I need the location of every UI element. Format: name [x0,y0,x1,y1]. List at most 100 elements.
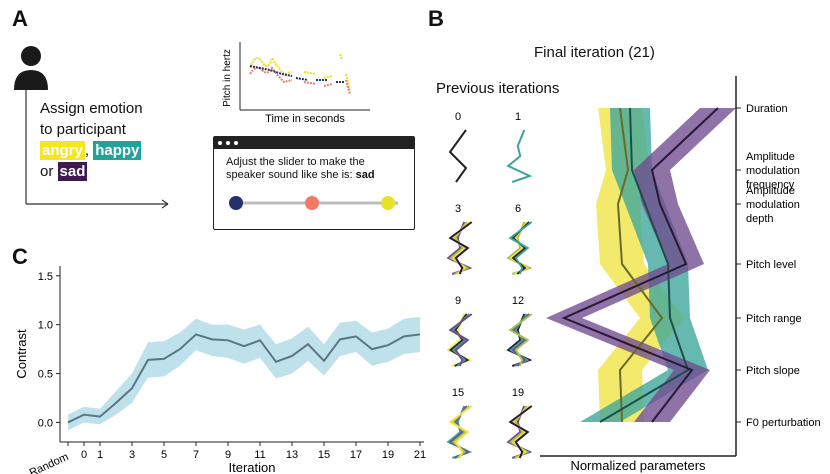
slider-knob-sad[interactable] [229,196,243,210]
iteration-label: 0 [455,111,461,123]
parameter-label: Pitch range [746,313,802,325]
iteration-label: 3 [455,203,461,215]
panel-letter-c: C [12,244,28,269]
participant-flow [14,46,169,209]
pitch-ylabel: Pitch in hertz [222,49,233,107]
mini-profile-line [508,313,533,367]
iteration-label: 9 [455,295,461,307]
parameter-label-line: F0 perturbation [746,417,821,429]
mini-profile-line [506,129,533,183]
emotion-sad: sad [57,162,88,181]
emotion-angry: angry [40,141,85,160]
slider-knob-happy[interactable] [305,196,319,210]
arrow-right-icon [161,199,169,209]
parameter-label-line: frequency [746,179,795,191]
assign-line-2: to participant [40,121,126,138]
line-angry [616,107,664,423]
slider-knob-angry[interactable] [381,196,395,210]
person-icon [14,46,48,90]
parameter-label-line: Amplitude [746,151,795,163]
pitch-contour-plot: Pitch in hertz Time in seconds [222,42,370,125]
y-tick-label: 1.0 [38,320,53,332]
x-tick-label: 17 [350,449,362,461]
y-axis-label: Contrast [14,329,29,379]
parameter-label-line: Pitch range [746,313,802,325]
slider-window: Adjust the slider to make the speaker so… [213,136,415,230]
parameter-label-line: modulation [746,199,800,211]
window-title-bar [214,137,414,149]
mini-profile-line [509,313,530,367]
confidence-band [68,316,420,431]
panel-b-title: Final iteration (21) [534,44,655,61]
parameter-label: Duration [746,103,788,115]
y-tick-label: 1.5 [38,271,53,283]
normalized-axis-label: Normalized parameters [570,458,706,473]
mini-profile-line [509,405,530,459]
pitch-xlabel: Time in seconds [265,113,345,125]
mini-profile-line [449,405,470,459]
panel-letter-a: A [12,6,28,31]
assign-text: Assign emotion to participant angry, hap… [40,98,143,182]
x-tick-label: 9 [225,449,231,461]
slider-instruction: Adjust the slider to make the speaker so… [214,149,414,182]
iteration-label: 15 [452,387,464,399]
mini-profile-line [508,405,533,459]
mini-profile-line [509,221,530,275]
x-tick-label: 15 [318,449,330,461]
parameter-label: F0 perturbation [746,417,821,429]
parameter-label-line: Pitch slope [746,365,800,377]
parameter-label-line: Duration [746,103,788,115]
mini-profile-line [449,221,470,275]
parameter-label-line: depth [746,213,774,225]
pitch-angry-line [249,53,351,91]
slider-instruction-text: Adjust the slider to make the speaker so… [226,156,365,181]
mini-profile-line [448,313,473,367]
slider-target: sad [355,169,375,181]
assign-line-1: Assign emotion [40,100,143,117]
line-happy [599,107,690,423]
x-tick-label: 19 [382,449,394,461]
emotion-slider[interactable] [222,191,408,215]
x-tick-label: 1 [97,449,103,461]
mini-profile-line [448,405,473,459]
parameter-label: Amplitude modulation frequency [746,151,800,191]
mini-profile-line [448,221,473,275]
emotion-row-2: or sad [40,161,143,182]
x-tick-label: 7 [193,449,199,461]
x-tick-label: 11 [254,449,265,461]
parameter-label-line: modulation [746,165,800,177]
parameter-label: Amplitude modulation depth [746,185,800,225]
iteration-label: 6 [515,203,521,215]
y-tick-label: 0.0 [38,417,53,429]
x-tick-label: Random [28,451,71,474]
x-tick-label: 0 [81,449,87,461]
parameter-label: Pitch level [746,259,796,271]
parameter-label-line: Pitch level [746,259,796,271]
iteration-label: 12 [512,295,524,307]
emotion-row: angry, happy [40,140,143,161]
x-tick-label: 13 [286,449,298,461]
band-happy [580,108,708,422]
x-tick-label: 21 [414,449,426,461]
parameter-label-line: Amplitude [746,185,795,197]
window-dot-icon [234,141,238,145]
panel-letter-b: B [428,6,444,31]
y-tick-label: 0.5 [38,369,53,381]
parameter-label: Pitch slope [746,365,800,377]
x-tick-label: 5 [161,449,167,461]
x-axis-label: Iteration [229,460,276,474]
band-sad [546,108,736,422]
mini-profile-line [508,221,533,275]
emotion-comma: , [84,142,90,159]
or-word: or [40,163,54,180]
pitch-sad-line [249,65,344,83]
mini-profile-line [448,129,468,183]
window-dot-icon [226,141,230,145]
previous-iterations-grid: 0 1 3 6 9 12 15 19 [446,111,533,459]
iteration-label: 19 [512,387,524,399]
pitch-happy-line [249,66,351,95]
previous-iterations-label: Previous iterations [436,80,560,97]
emotion-happy: happy [93,141,142,160]
